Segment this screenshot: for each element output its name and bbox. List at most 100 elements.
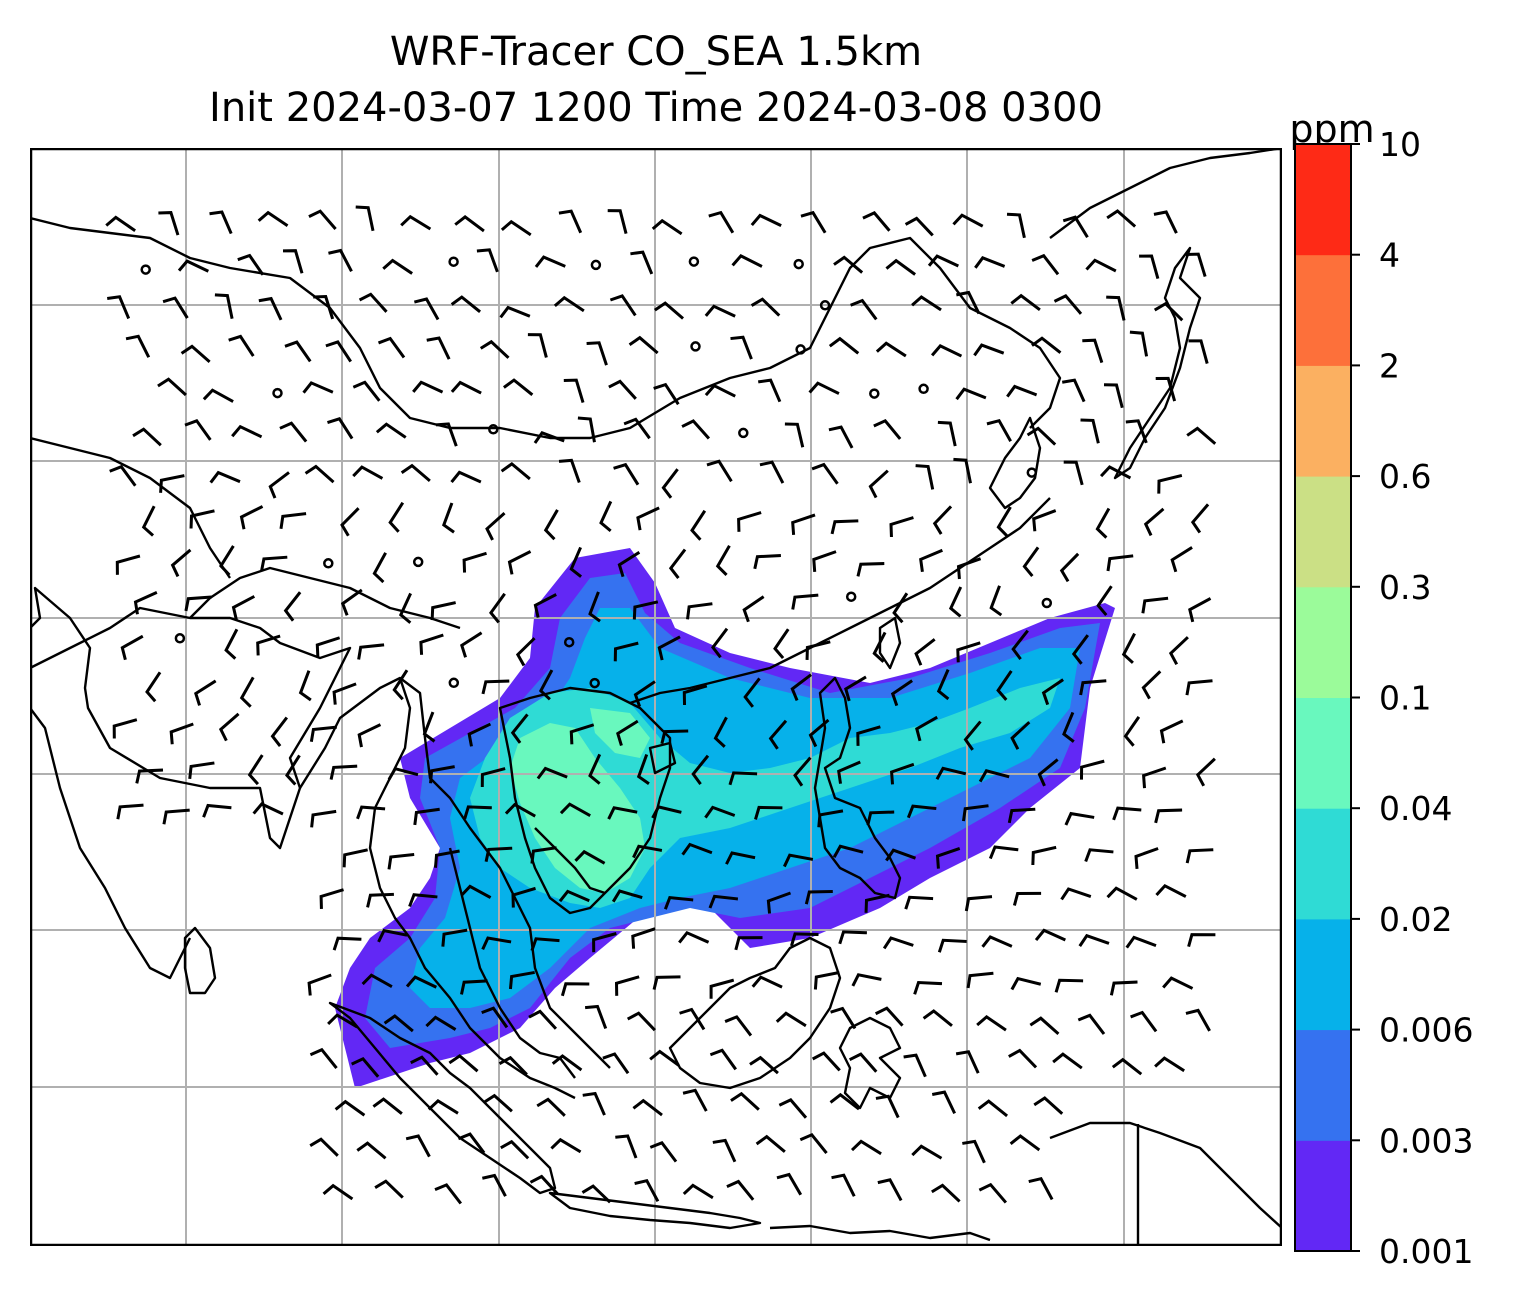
wind-barb-194 [1022, 546, 1040, 578]
wind-barb-47 [214, 293, 234, 319]
wind-barb-48 [258, 296, 283, 321]
wind-barb-449 [875, 1094, 900, 1119]
wind-barb-278 [808, 718, 830, 748]
wind-barb-430 [811, 1051, 841, 1072]
wind-barb-94 [412, 380, 444, 394]
wind-barb-403 [383, 1014, 414, 1033]
wind-barb-359 [864, 893, 890, 913]
wind-barb-319 [651, 805, 682, 819]
wind-barb-456 [457, 1132, 486, 1154]
wind-barb-68 [180, 344, 211, 364]
wind-barb-209 [686, 602, 713, 620]
calm-wind-marker-216 [1041, 597, 1053, 609]
wind-barb-407 [584, 1004, 608, 1030]
wind-barb-98 [608, 379, 637, 400]
calm-wind-marker-32 [590, 259, 602, 271]
wind-barb-321 [754, 805, 783, 820]
wind-barb-393 [751, 975, 783, 989]
map-panel [30, 148, 1282, 1246]
wind-barb-461 [712, 1138, 737, 1163]
wind-barb-383 [1187, 933, 1216, 948]
wind-barb-192 [919, 548, 943, 572]
wind-barb-197 [1170, 546, 1193, 573]
wind-barb-157 [279, 512, 307, 530]
wind-barb-324 [906, 804, 937, 819]
wind-barb-480 [931, 1183, 961, 1203]
wind-barb-195 [1059, 552, 1080, 583]
coastline-philippines [813, 676, 902, 900]
wind-barb-72 [377, 336, 406, 359]
wind-barb-230 [613, 641, 639, 662]
wind-barb-289 [285, 754, 301, 786]
wind-barb-398 [1010, 976, 1042, 991]
calm-wind-marker-122 [738, 427, 749, 439]
wind-barb-236 [914, 638, 936, 666]
wind-barb-281 [963, 720, 982, 751]
wind-barb-131 [1186, 426, 1217, 445]
wind-barb-418 [1130, 1010, 1158, 1033]
wind-barb-460 [649, 1140, 678, 1163]
wind-barb-217 [1096, 585, 1113, 617]
coastline-sumatra [328, 1001, 557, 1195]
coastlines [30, 148, 1282, 1246]
wind-barb-343 [988, 845, 1019, 860]
colorbar-tick-label-9: 2 [1379, 346, 1400, 385]
wind-barb-60 [850, 298, 878, 321]
calm-wind-marker-80 [795, 344, 806, 355]
wind-barb-347 [1185, 848, 1214, 864]
wind-barb-183 [462, 551, 487, 573]
wind-barb-429 [749, 1055, 779, 1075]
wind-barb-470 [434, 1183, 463, 1205]
wind-barb-92 [302, 381, 334, 394]
wind-barb-252 [633, 680, 656, 708]
wind-barb-312 [310, 809, 337, 828]
calm-wind-marker-229 [563, 636, 575, 648]
wind-barb-329 [1154, 808, 1183, 824]
wind-barb-475 [682, 1183, 714, 1200]
wind-barb-54 [553, 295, 585, 313]
wind-barb-376 [838, 930, 867, 945]
wind-barb-53 [499, 305, 531, 319]
coastline-taiwan [878, 616, 902, 670]
wind-barb-408 [626, 1011, 656, 1032]
wind-barb-468 [322, 1183, 354, 1201]
wind-barb-9 [500, 219, 532, 237]
colorbar-segments [1295, 144, 1351, 1252]
coastline-korea [988, 416, 1042, 510]
wind-barb-184 [507, 550, 532, 575]
wind-barb-363 [1060, 887, 1092, 901]
wind-barb-224 [315, 636, 341, 658]
wind-barb-375 [790, 932, 819, 947]
wind-barb-111 [184, 418, 212, 441]
wind-barb-380 [1034, 928, 1066, 942]
wind-barb-378 [937, 938, 967, 953]
wind-barb-201 [283, 591, 302, 622]
wind-barb-368 [441, 928, 468, 947]
wind-barb-412 [830, 1006, 857, 1030]
wind-barb-459 [615, 1134, 638, 1159]
colorbar-ticks: 0.001 0.003 0.006 0.02 0.04 0.1 0.3 0.6 2 4 10 [1351, 125, 1473, 1271]
wind-barb-390 [614, 975, 640, 996]
wind-barb-265 [169, 722, 194, 745]
wind-barb-231 [657, 635, 681, 661]
wind-barb-42 [1085, 258, 1117, 273]
wind-barb-147 [868, 469, 889, 499]
wind-barb-446 [730, 1091, 760, 1111]
wind-barb-62 [956, 290, 981, 315]
wind-barb-410 [724, 1015, 753, 1037]
wind-barb-191 [856, 562, 885, 577]
wind-barb-116 [435, 422, 458, 447]
wind-barb-273 [569, 723, 595, 745]
wind-barb-366 [332, 936, 362, 951]
wind-barb-447 [778, 1098, 808, 1119]
wind-barb-79 [730, 335, 753, 360]
wind-barb-81 [828, 336, 860, 355]
wind-barb-342 [935, 846, 961, 869]
coastline-west-india [30, 707, 192, 980]
wind-barb-334 [530, 846, 557, 864]
colorbar-tick-label-6: 0.1 [1379, 679, 1431, 718]
wind-barb-264 [112, 718, 138, 739]
wind-barb-211 [791, 593, 819, 610]
wind-barb-6 [355, 205, 375, 232]
wind-barb-379 [981, 935, 1013, 948]
